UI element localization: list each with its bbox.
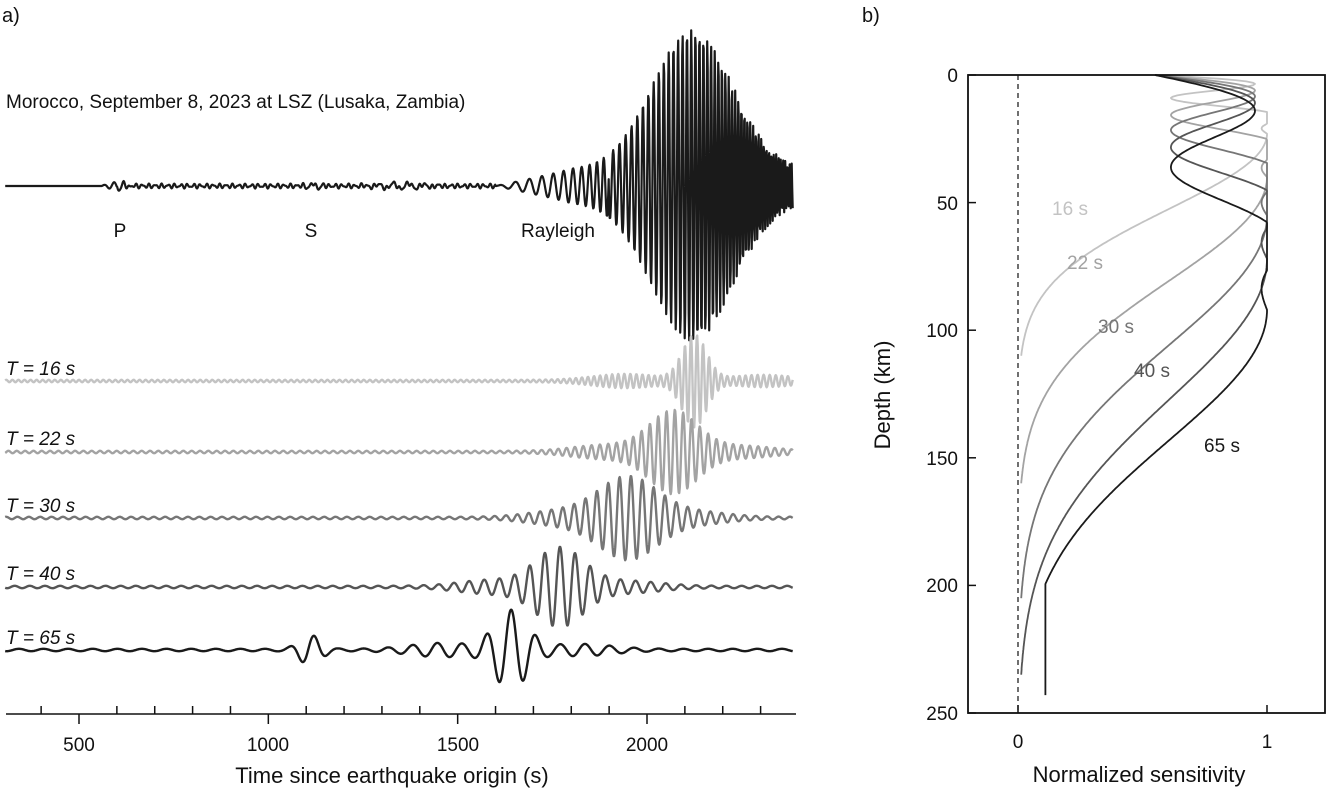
- trace-labels: T = 16 s T = 22 s T = 30 s T = 40 s T = …: [6, 359, 76, 649]
- sensitivity-axis-title: Normalized sensitivity: [1033, 762, 1246, 787]
- sensitivity-curve-16s: [1020, 74, 1268, 356]
- trace-40s: [4, 545, 794, 627]
- sensitivity-curves: [1020, 74, 1268, 696]
- trace-label-30s: T = 30 s: [6, 496, 76, 517]
- trace-broadband: [4, 29, 794, 342]
- time-axis-tick-labels: 500 1000 1500 2000: [63, 735, 668, 756]
- panel-a: a) Morocco, September 8, 2023 at LSZ (Lu…: [2, 5, 796, 788]
- trace-label-22s: T = 22 s: [6, 429, 76, 450]
- depth-axis-title: Depth (km): [870, 341, 895, 450]
- time-axis-ticks: [40, 706, 762, 724]
- sensitivity-curve-65s: [1044, 74, 1268, 696]
- curve-label-22s: 22 s: [1067, 253, 1103, 274]
- depth-axis-tick-labels: 0 50 100 150 200 250: [926, 66, 958, 725]
- depth-tick-label-100: 100: [926, 321, 958, 342]
- sensitivity-axis-ticks: [1017, 705, 1268, 713]
- time-axis-title: Time since earthquake origin (s): [235, 763, 548, 788]
- trace-16s: [4, 334, 794, 429]
- phase-label-rayleigh: Rayleigh: [521, 221, 595, 242]
- curve-label-40s: 40 s: [1134, 361, 1170, 382]
- curve-label-30s: 30 s: [1098, 317, 1134, 338]
- trace-label-16s: T = 16 s: [6, 359, 76, 380]
- trace-30s: [4, 475, 794, 562]
- phase-label-s: S: [305, 221, 318, 242]
- sensitivity-curve-30s: [1020, 74, 1268, 599]
- panel-a-label: a): [2, 5, 20, 27]
- depth-tick-label-250: 250: [926, 704, 958, 725]
- panel-a-title: Morocco, September 8, 2023 at LSZ (Lusak…: [6, 92, 465, 113]
- time-tick-label-1500: 1500: [437, 735, 479, 756]
- curve-label-65s: 65 s: [1204, 436, 1240, 457]
- curve-labels: 16 s 22 s 30 s 40 s 65 s: [1052, 199, 1240, 457]
- depth-tick-label-0: 0: [947, 66, 958, 87]
- trace-22s: [4, 408, 794, 496]
- depth-tick-label-200: 200: [926, 576, 958, 597]
- sensitivity-curve-40s: [1020, 74, 1268, 675]
- panel-b-label: b): [862, 5, 880, 27]
- panel-b: b) 0 50 100 150 200 250 0 1 Normalized s…: [862, 5, 1326, 787]
- curve-label-16s: 16 s: [1052, 199, 1088, 220]
- phase-label-p: P: [114, 221, 127, 242]
- sensitivity-axis-tick-labels: 0 1: [1013, 732, 1273, 753]
- seismogram-traces: [4, 29, 794, 684]
- sensitivity-tick-label-1: 1: [1262, 732, 1273, 753]
- phase-labels: P S Rayleigh: [114, 221, 595, 242]
- sensitivity-curve-22s: [1020, 74, 1268, 484]
- depth-tick-label-150: 150: [926, 449, 958, 470]
- trace-65s: [4, 608, 794, 684]
- depth-axis-ticks: [968, 74, 976, 714]
- depth-tick-label-50: 50: [937, 194, 958, 215]
- sensitivity-tick-label-0: 0: [1013, 732, 1024, 753]
- trace-label-65s: T = 65 s: [6, 628, 76, 649]
- time-tick-label-2000: 2000: [626, 735, 668, 756]
- plot-frame: [967, 74, 1326, 714]
- time-tick-label-500: 500: [63, 735, 95, 756]
- trace-label-40s: T = 40 s: [6, 564, 76, 585]
- time-tick-label-1000: 1000: [247, 735, 289, 756]
